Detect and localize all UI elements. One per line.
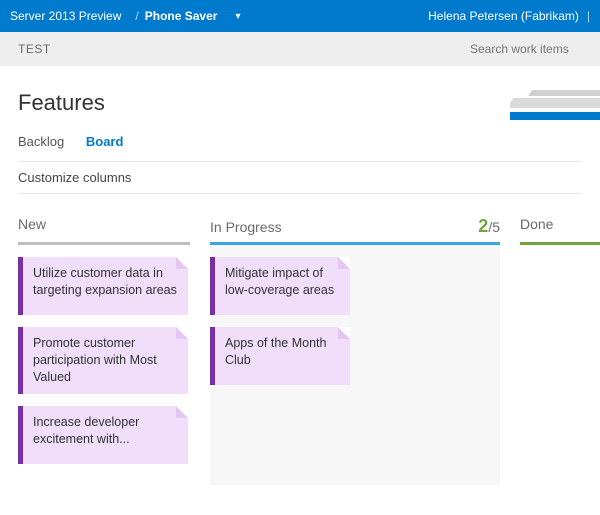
column-new: New Utilize customer data in targeting e…: [0, 216, 200, 485]
column-body-done: [520, 245, 600, 257]
column-header-new: New: [18, 216, 190, 240]
column-body-new: Utilize customer data in targeting expan…: [18, 245, 190, 464]
column-done: Done: [510, 216, 600, 485]
user-menu-separator: |: [587, 9, 590, 23]
wip-max: /5: [488, 219, 500, 235]
card[interactable]: Mitigate impact of low-coverage areas: [210, 257, 350, 315]
column-label: Done: [520, 216, 553, 232]
header-graphic: [510, 84, 600, 126]
tab-backlog[interactable]: Backlog: [18, 134, 64, 149]
project-dropdown-icon[interactable]: ▾: [235, 11, 240, 22]
tab-board[interactable]: Board: [86, 134, 124, 149]
column-header-in-progress: In Progress 2/5: [210, 216, 500, 240]
hub-tab-test[interactable]: TEST: [18, 42, 51, 56]
view-tabs: Backlog Board: [18, 134, 582, 149]
hub-bar: TEST: [0, 32, 600, 66]
card[interactable]: Apps of the Month Club: [210, 327, 350, 385]
top-nav-bar: Server 2013 Preview / Phone Saver ▾ Hele…: [0, 0, 600, 32]
page-title: Features: [18, 90, 582, 116]
column-body-in-progress: Mitigate impact of low-coverage areas Ap…: [210, 245, 500, 485]
column-in-progress: In Progress 2/5 Mitigate impact of low-c…: [200, 216, 510, 485]
wip-current: 2: [478, 216, 488, 236]
current-user[interactable]: Helena Petersen (Fabrikam): [428, 9, 579, 23]
column-label: In Progress: [210, 219, 282, 235]
breadcrumb-root[interactable]: Server 2013 Preview: [10, 9, 121, 23]
kanban-board: New Utilize customer data in targeting e…: [0, 216, 600, 485]
search-input[interactable]: [470, 38, 590, 60]
card[interactable]: Promote customer participation with Most…: [18, 327, 188, 394]
card[interactable]: Increase developer excitement with...: [18, 406, 188, 464]
breadcrumb-separator: /: [135, 9, 138, 23]
customize-columns-link[interactable]: Customize columns: [18, 170, 131, 185]
board-toolbar: Customize columns: [18, 161, 582, 194]
wip-counter: 2/5: [478, 216, 500, 237]
column-label: New: [18, 216, 46, 232]
page-header: Features Backlog Board Customize columns: [0, 66, 600, 194]
column-header-done: Done: [520, 216, 600, 240]
breadcrumb-project[interactable]: Phone Saver: [145, 9, 218, 23]
card[interactable]: Utilize customer data in targeting expan…: [18, 257, 188, 315]
